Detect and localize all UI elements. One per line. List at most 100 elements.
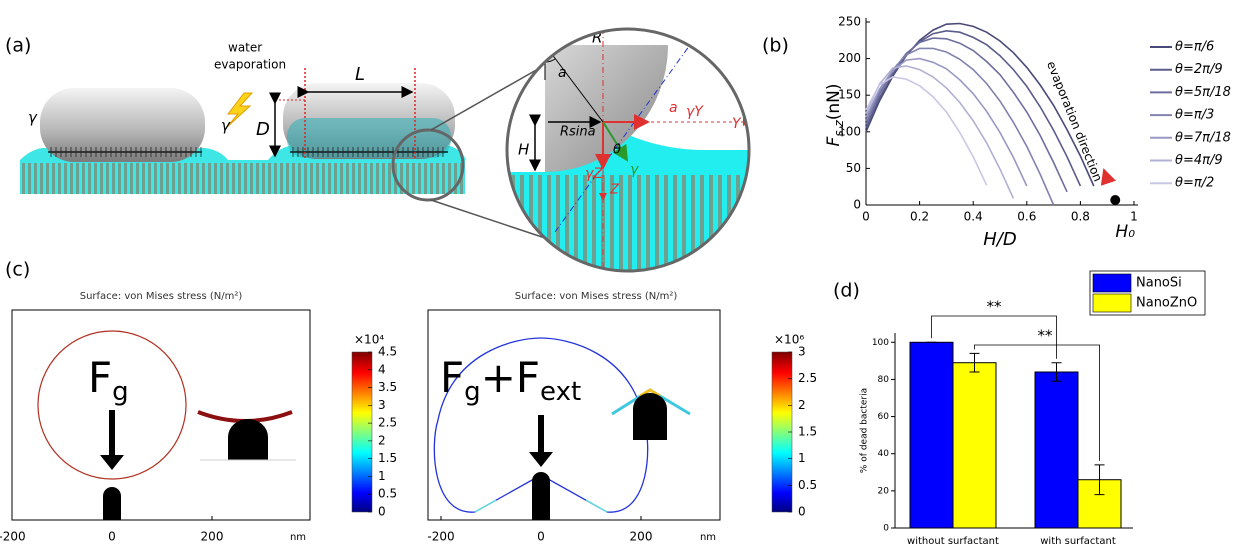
colorbar-tick-label: 2.5 xyxy=(378,416,397,430)
pillar xyxy=(727,175,731,271)
x-tick-label: 0 xyxy=(537,530,545,544)
y-axis-label-part: (nN) xyxy=(824,84,844,121)
pillar xyxy=(430,163,433,194)
significance-label: ** xyxy=(987,298,1003,316)
legend-label: NanoSi xyxy=(1136,276,1182,291)
pillar xyxy=(94,163,97,194)
x-tick-label: -200 xyxy=(0,530,26,544)
pillar xyxy=(619,175,623,271)
pillar xyxy=(424,163,427,194)
colorbar-multiplier: ×10⁴ xyxy=(354,333,384,347)
significance-bracket xyxy=(931,315,1057,359)
zoom-line xyxy=(430,199,546,239)
pillar xyxy=(28,163,31,194)
pillar xyxy=(340,163,343,194)
pillar xyxy=(172,163,175,194)
pillar xyxy=(232,163,235,194)
y-tick-label: 0 xyxy=(883,524,889,534)
pillar xyxy=(274,163,277,194)
series-line xyxy=(865,76,988,186)
pillar xyxy=(664,175,668,271)
pillar xyxy=(334,163,337,194)
label: evaporation xyxy=(214,58,286,72)
pillar xyxy=(736,175,740,271)
pillar xyxy=(388,163,391,194)
series-line xyxy=(865,57,1028,187)
pillar xyxy=(442,163,445,194)
pillar xyxy=(346,163,349,194)
x-tick-label: 0.4 xyxy=(964,210,983,224)
label: θ xyxy=(613,143,621,158)
force-label: Fg xyxy=(88,353,129,407)
pillar xyxy=(166,163,169,194)
y-tick-label: 100 xyxy=(872,338,889,348)
colorbar-tick-label: 0.5 xyxy=(378,487,397,501)
label: a xyxy=(669,100,678,116)
pillar xyxy=(745,175,749,271)
pillar xyxy=(40,163,43,194)
pillar xyxy=(364,163,367,194)
y-tick-label: 150 xyxy=(838,88,861,102)
zoom-view: R a Rsina a γY Y H θ γ γZ Z xyxy=(507,29,758,275)
y-tick-label: 20 xyxy=(878,486,890,496)
force-arrow-head xyxy=(100,455,124,470)
pillar xyxy=(637,175,641,271)
pillar xyxy=(754,175,758,275)
inset-highlight xyxy=(639,388,661,398)
force-label-part: F xyxy=(440,353,464,402)
pillar xyxy=(565,175,569,271)
pillar xyxy=(682,175,686,271)
pillar xyxy=(328,163,331,194)
pillar xyxy=(718,175,722,271)
pillar xyxy=(352,163,355,194)
series-line xyxy=(865,22,1095,187)
y-axis-label-part: F xyxy=(824,136,844,146)
series-line xyxy=(865,29,1082,187)
colorbar-tick-label: 3 xyxy=(798,345,806,359)
colorbar-tick-label: 0 xyxy=(378,505,386,519)
pillar xyxy=(406,163,409,194)
x-tick-label: 200 xyxy=(201,530,224,544)
pillar xyxy=(178,163,181,194)
label: γY xyxy=(686,104,704,120)
series-line xyxy=(865,47,1055,206)
label: γ xyxy=(630,162,639,178)
legend-label: θ=5π/18 xyxy=(1175,85,1231,100)
pillar xyxy=(202,163,205,194)
pillar xyxy=(130,163,133,194)
plot-frame xyxy=(11,309,311,521)
bar xyxy=(952,362,997,529)
pillar xyxy=(376,163,379,194)
pillar xyxy=(292,163,295,194)
label: L xyxy=(355,64,365,85)
zoom-line xyxy=(430,64,546,131)
panel-label: (d) xyxy=(833,280,860,302)
force-label-part: g xyxy=(112,377,129,407)
colorbar-tick-label: 2 xyxy=(378,433,386,447)
pillar xyxy=(709,175,713,271)
y-axis-label: % of dead bacteria xyxy=(860,388,870,473)
pillar xyxy=(244,163,247,194)
pillar xyxy=(448,163,451,194)
pillar xyxy=(412,163,415,194)
plot-title: Surface: von Mises stress (N/m²) xyxy=(515,291,678,302)
pillar xyxy=(556,175,560,271)
legend-label: θ=π/2 xyxy=(1175,176,1214,191)
x-tick-label: 0.6 xyxy=(1017,210,1036,224)
pillar xyxy=(196,163,199,194)
label: γ xyxy=(221,117,231,135)
pillar xyxy=(400,163,403,194)
pillar xyxy=(628,175,632,271)
pillar xyxy=(34,163,37,194)
x-unit: nm xyxy=(290,532,306,543)
legend-swatch xyxy=(1092,293,1132,313)
panel-label: (b) xyxy=(762,35,789,57)
panel-label: (a) xyxy=(5,35,31,57)
pillar xyxy=(655,175,659,271)
pillar xyxy=(646,175,650,271)
pillar xyxy=(46,163,49,194)
x-tick-label: -200 xyxy=(427,530,454,544)
pillar xyxy=(184,163,187,194)
label: γ xyxy=(28,109,38,127)
series-line xyxy=(865,65,1015,199)
